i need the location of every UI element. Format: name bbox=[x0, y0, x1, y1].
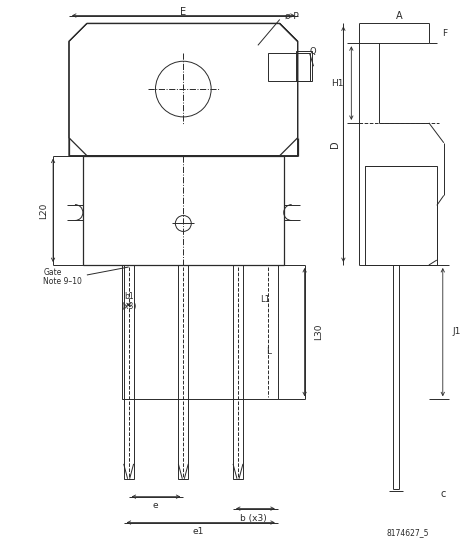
Text: e: e bbox=[153, 501, 158, 510]
Bar bbox=[268, 53, 310, 81]
Text: Gate: Gate bbox=[43, 268, 62, 278]
Text: Q: Q bbox=[310, 47, 316, 56]
Bar bbox=[122, 265, 278, 399]
Text: D: D bbox=[330, 140, 340, 147]
Text: J1: J1 bbox=[453, 327, 461, 336]
Bar bbox=[124, 265, 134, 479]
Text: Note 9–10: Note 9–10 bbox=[43, 278, 82, 286]
Text: F: F bbox=[442, 29, 447, 38]
Text: A: A bbox=[396, 10, 402, 21]
Text: L: L bbox=[266, 347, 271, 356]
Text: e1: e1 bbox=[192, 527, 204, 536]
Bar bbox=[233, 265, 243, 479]
Text: b1: b1 bbox=[124, 292, 134, 301]
Bar bbox=[365, 166, 437, 265]
Text: H1: H1 bbox=[331, 79, 344, 88]
Text: L30: L30 bbox=[315, 324, 324, 340]
Text: L1: L1 bbox=[260, 295, 270, 304]
Text: E: E bbox=[180, 7, 186, 16]
Bar bbox=[296, 51, 311, 81]
Text: 8174627_5: 8174627_5 bbox=[386, 528, 429, 537]
Text: b (x3): b (x3) bbox=[239, 514, 266, 523]
Text: L20: L20 bbox=[39, 202, 48, 218]
Text: ø P: ø P bbox=[285, 12, 299, 21]
Bar bbox=[178, 265, 188, 479]
Text: (x3): (x3) bbox=[121, 302, 137, 311]
Text: c: c bbox=[441, 489, 446, 499]
Bar bbox=[83, 156, 284, 265]
